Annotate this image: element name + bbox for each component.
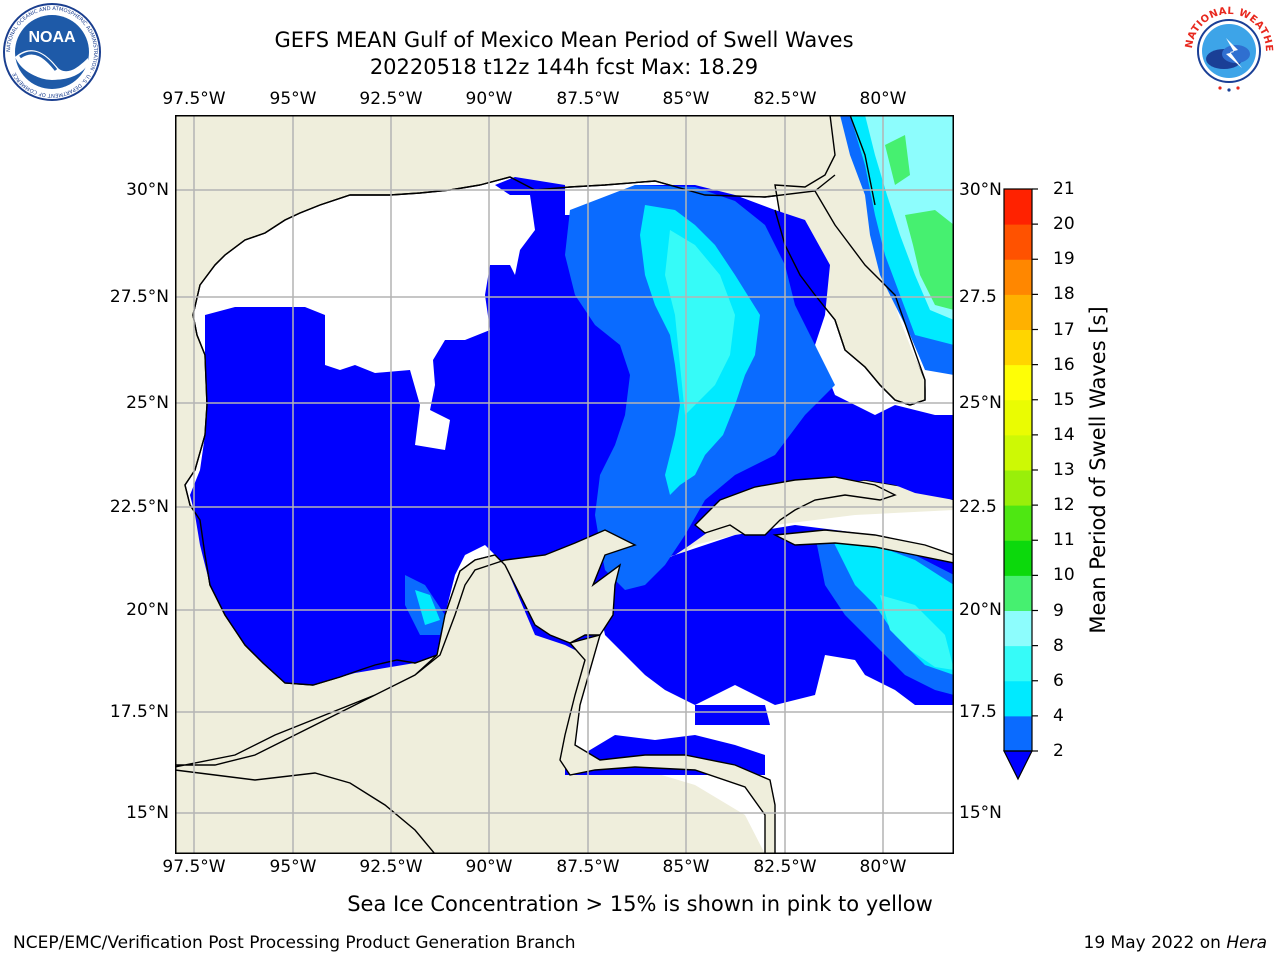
lat-tick-right: 27.5: [959, 287, 997, 307]
lat-tick-right: 25°N: [959, 393, 1002, 413]
lat-tick-right: 20°N: [959, 600, 1002, 620]
colorbar-band: [1004, 645, 1032, 682]
lon-tick-top: 85°W: [662, 89, 710, 109]
lon-tick-top: 92.5°W: [359, 89, 423, 109]
colorbar-band: [1004, 680, 1032, 717]
lon-tick-top: 97.5°W: [162, 89, 226, 109]
map-plot: [175, 115, 954, 854]
colorbar-band: [1004, 329, 1032, 366]
colorbar-tick-label: 16: [1053, 354, 1075, 375]
lon-tick-bottom: 97.5°W: [162, 857, 226, 877]
lon-tick-top: 87.5°W: [556, 89, 620, 109]
map-subtitle: 20220518 t12z 144h fcst Max: 18.29: [369, 55, 759, 79]
lat-tick-right: 17.5: [959, 702, 997, 722]
lat-tick-left: 15°N: [126, 803, 169, 823]
footer-date: 19 May 2022 on Hera: [1084, 933, 1268, 953]
lat-tick-left: 25°N: [126, 393, 169, 413]
colorbar-tick-label: 4: [1053, 705, 1064, 726]
lat-tick-right: 15°N: [959, 803, 1002, 823]
colorbar-tick-label: 14: [1053, 424, 1075, 445]
colorbar-band: [1004, 189, 1032, 225]
colorbar-extend-min: [1003, 750, 1033, 781]
colorbar-band: [1004, 434, 1032, 471]
colorbar-tick-label: 13: [1053, 460, 1075, 480]
sea-ice-note: Sea Ice Concentration > 15% is shown in …: [347, 892, 933, 916]
lat-tick-left: 30°N: [126, 180, 169, 200]
colorbar-band: [1004, 470, 1032, 506]
lon-tick-bottom: 80°W: [859, 857, 907, 877]
lon-tick-bottom: 95°W: [269, 857, 317, 877]
lat-tick-left: 27.5°N: [109, 287, 169, 307]
colorbar-tick-label: 12: [1053, 495, 1075, 516]
map-frame: [175, 115, 954, 854]
colorbar-band: [1004, 294, 1032, 330]
colorbar-tick-label: 21: [1053, 179, 1075, 199]
colorbar-tick-label: 17: [1053, 319, 1075, 340]
swell-field: [190, 115, 954, 775]
lat-tick-right: 30°N: [959, 180, 1002, 200]
colorbar-band: [1004, 505, 1032, 541]
lon-tick-bottom: 82.5°W: [753, 857, 817, 877]
colorbar-band: [1004, 259, 1032, 295]
lon-tick-bottom: 87.5°W: [556, 857, 620, 877]
colorbar-band: [1004, 540, 1032, 576]
colorbar-band: [1004, 575, 1032, 611]
lat-tick-left: 17.5°N: [109, 702, 169, 722]
lon-tick-top: 95°W: [269, 89, 317, 109]
colorbar: [1003, 188, 1038, 781]
lon-tick-bottom: 85°W: [662, 857, 710, 877]
map-title: GEFS MEAN Gulf of Mexico Mean Period of …: [274, 28, 854, 52]
coastline: [184, 115, 926, 686]
colorbar-tick-label: 18: [1053, 284, 1075, 305]
lon-tick-top: 82.5°W: [753, 89, 817, 109]
colorbar-tick-label: 9: [1053, 600, 1064, 621]
colorbar-band: [1004, 610, 1032, 647]
lon-tick-top: 90°W: [465, 89, 513, 109]
noaa-logo-text: NOAA: [28, 29, 76, 46]
colorbar-tick-label: 19: [1053, 249, 1075, 270]
colorbar-tick-label: 8: [1053, 635, 1064, 656]
colorbar-tick-label: 20: [1053, 214, 1075, 235]
colorbar-band: [1004, 224, 1032, 260]
colorbar-title: Mean Period of Swell Waves [s]: [1086, 306, 1110, 634]
colorbar-tick-label: 11: [1053, 530, 1075, 551]
lon-tick-bottom: 90°W: [465, 857, 513, 877]
lon-tick-bottom: 92.5°W: [359, 857, 423, 877]
footer-date-text: 19 May 2022 on: [1083, 933, 1227, 953]
lat-tick-left: 20°N: [126, 600, 169, 620]
colorbar-band: [1004, 399, 1032, 436]
lat-tick-left: 22.5°N: [109, 497, 169, 517]
footer-host: Hera: [1226, 933, 1267, 953]
land-outlines: [175, 476, 954, 854]
colorbar-tick-label: 10: [1053, 565, 1075, 586]
colorbar-band: [1004, 364, 1032, 401]
noaa-logo: NOAA NATIONAL OCEANIC AND ATMOSPHERIC AD…: [3, 3, 101, 101]
colorbar-tick-label: 6: [1053, 670, 1064, 691]
lon-tick-top: 80°W: [859, 89, 907, 109]
graticule: [175, 115, 954, 854]
colorbar-band: [1004, 715, 1032, 752]
colorbar-tick-label: 2: [1053, 741, 1064, 761]
lat-tick-right: 22.5: [959, 497, 997, 517]
footer-credit: NCEP/EMC/Verification Post Processing Pr…: [13, 933, 576, 953]
colorbar-tick-label: 15: [1053, 389, 1075, 410]
nws-logo: NATIONAL WEATHER SERVICE: [1180, 2, 1276, 98]
